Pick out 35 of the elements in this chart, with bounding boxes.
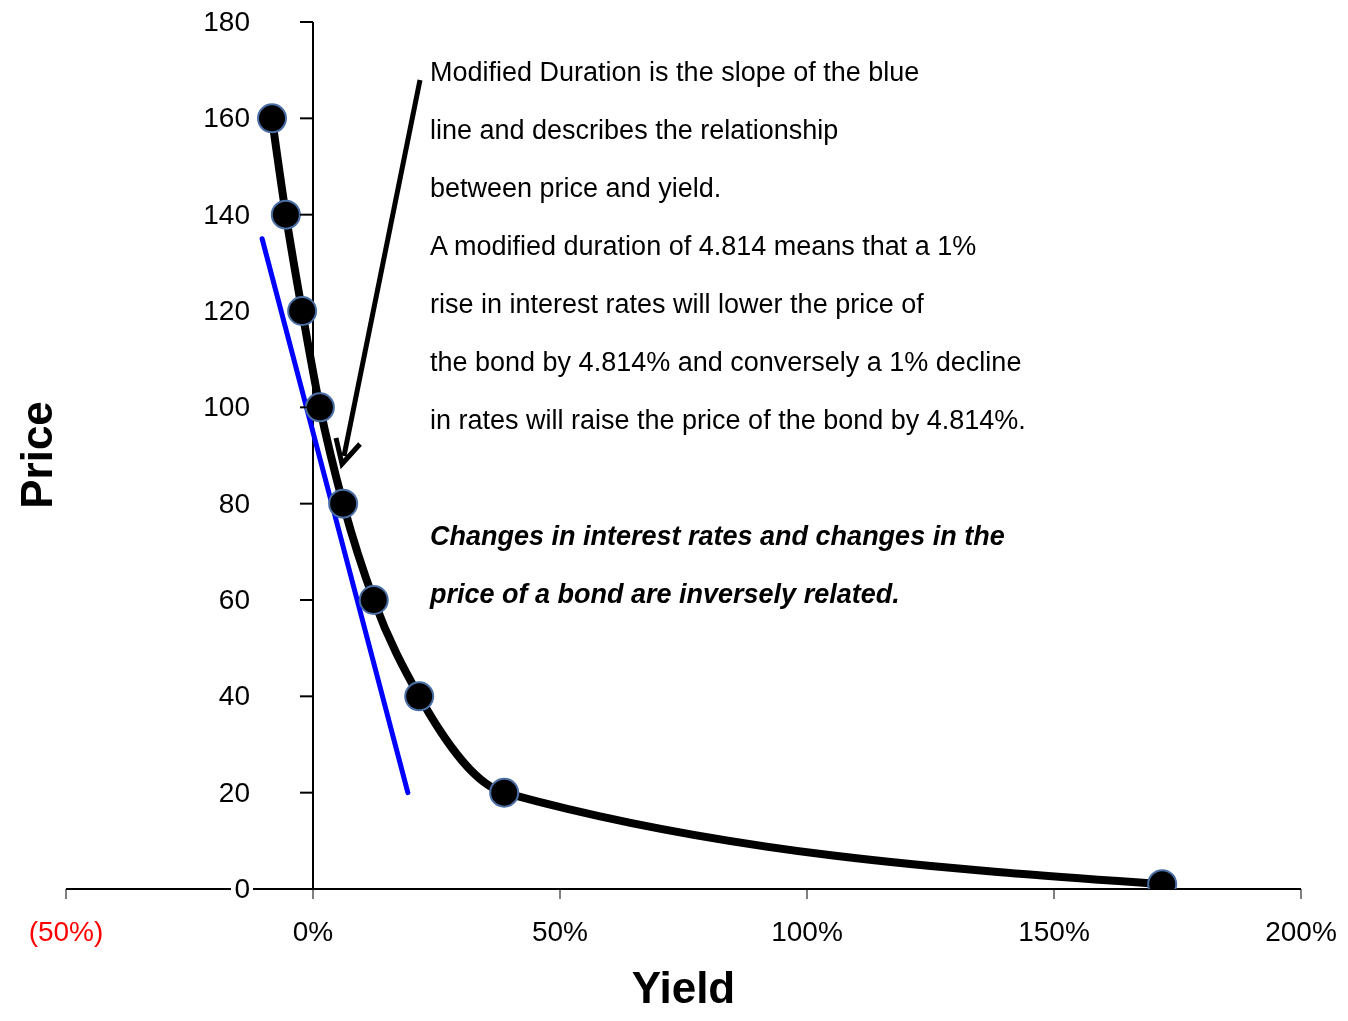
point	[358, 585, 389, 615]
point	[328, 488, 359, 519]
point	[270, 199, 301, 230]
annotation: line and describes the relationship	[430, 114, 839, 147]
y-tick-label: 40	[215, 679, 253, 714]
point	[257, 103, 287, 134]
x-tick-label: 200%	[1265, 916, 1337, 947]
x-tick-label: 50%	[531, 916, 589, 947]
annotation: the bond by 4.814% and conversely a 1% decline	[430, 346, 1022, 379]
point	[489, 777, 520, 808]
y-tick-label: 120	[200, 294, 253, 328]
y-axis-title: Price	[12, 401, 61, 509]
point	[304, 392, 335, 423]
y-tick-label: 140	[200, 197, 253, 232]
point	[287, 296, 318, 326]
x-axis-title: Yield	[631, 963, 736, 1012]
x-tick-label: 150%	[1018, 916, 1090, 947]
annotation: price of a bond are inversely related.	[430, 578, 900, 611]
y-tick-label: 60	[215, 583, 253, 617]
y-tick-label: 160	[200, 101, 253, 136]
x-tick-label: 100%	[771, 916, 843, 947]
annotation: rise in interest rates will lower the price of	[430, 288, 924, 321]
point	[404, 681, 435, 712]
y-tick-label: 80	[215, 486, 253, 521]
y-tick-label: 100	[200, 390, 253, 425]
annotation: Changes in interest rates and changes in the	[430, 520, 1005, 553]
y-tick-label: 180	[200, 5, 253, 39]
annotation: A modified duration of 4.814 means that a 1%	[430, 230, 977, 263]
y-tick-label: 0	[231, 872, 253, 906]
y-tick-label: 20	[215, 775, 253, 810]
annotation: between price and yield.	[430, 172, 722, 205]
x-tick-label: (50%)	[28, 916, 104, 947]
x-tick-label: 0%	[292, 916, 334, 947]
annotation: in rates will raise the price of the bond by 4.814%.	[430, 404, 1026, 437]
annotation: Modified Duration is the slope of the blue	[430, 56, 920, 89]
